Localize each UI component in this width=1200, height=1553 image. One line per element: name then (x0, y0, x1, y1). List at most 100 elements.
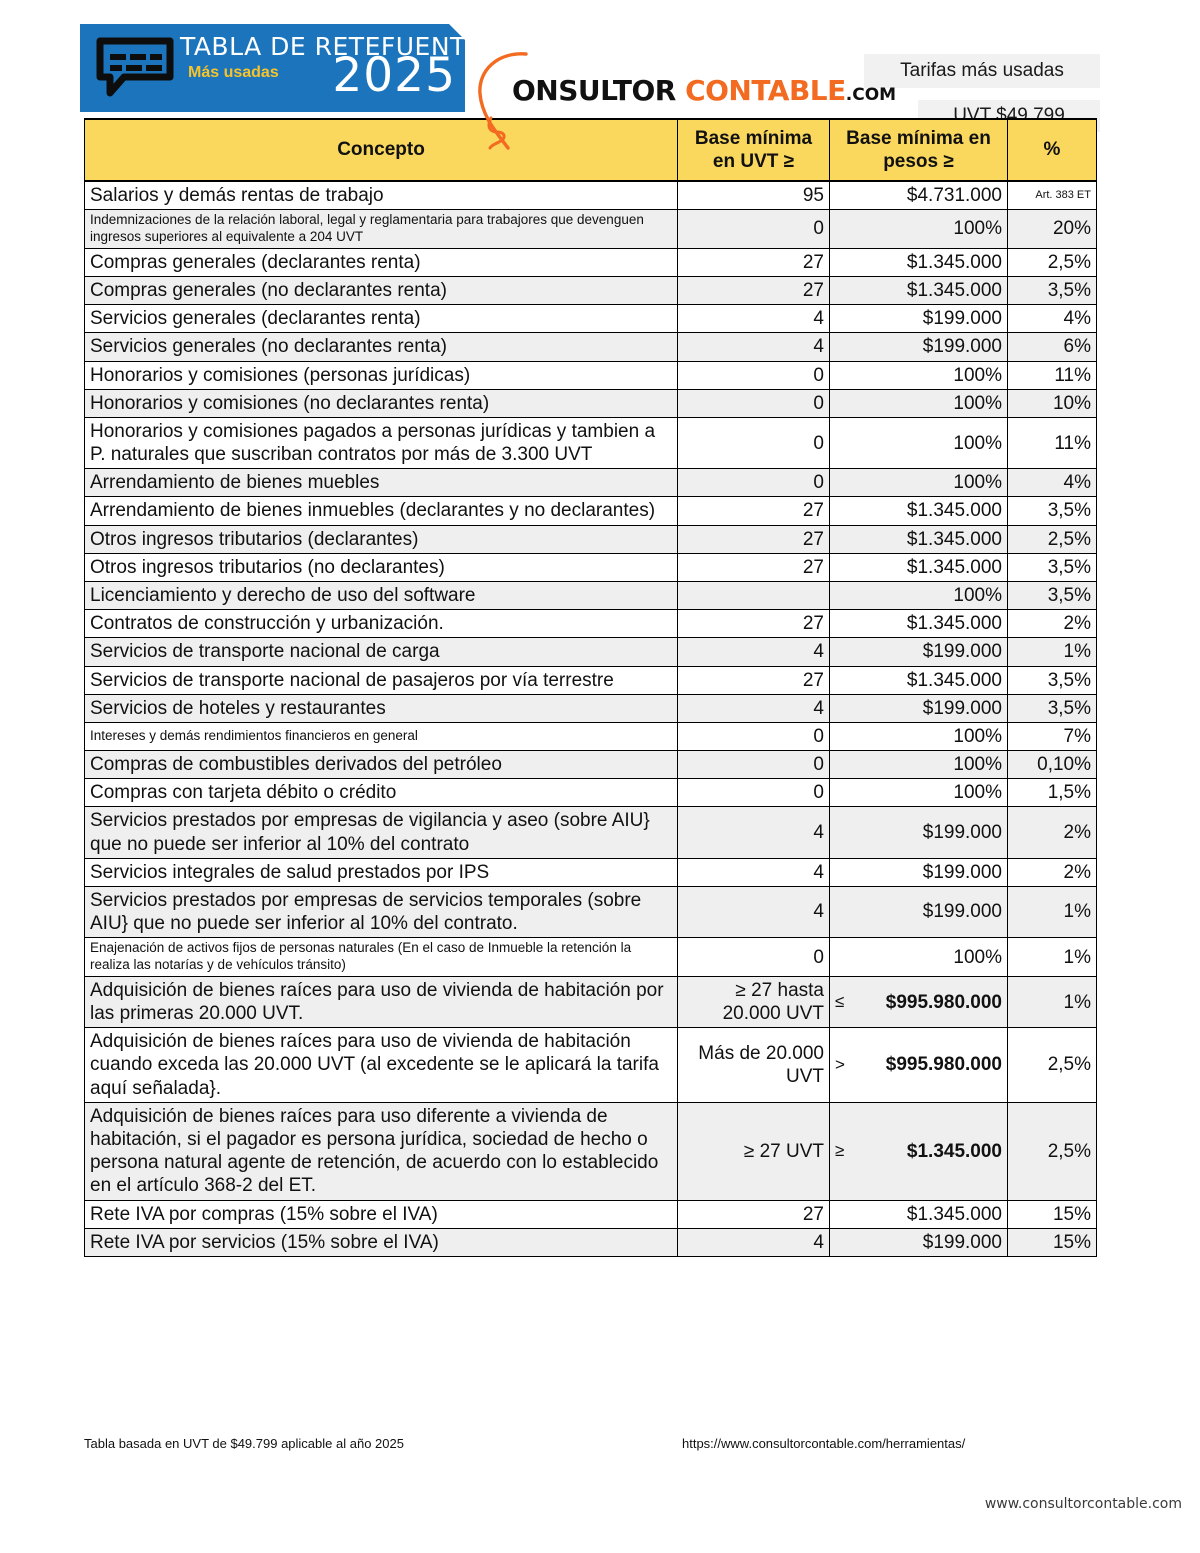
cell-pesos-value: $995.980.000 (885, 1054, 1002, 1076)
table-row: Servicios de transporte nacional de carg… (84, 637, 1097, 667)
cell-porcentaje: 6% (1007, 332, 1097, 362)
cell-base-minima-pesos: > $995.980.000 (829, 1027, 1008, 1103)
cell-base-minima-uvt: 4 (677, 857, 830, 887)
table-row: Servicios integrales de salud prestados … (84, 857, 1097, 887)
table-row: Honorarios y comisiones (no declarantes … (84, 388, 1097, 418)
cell-base-minima-uvt: 0 (677, 721, 830, 752)
cell-porcentaje: 3,5% (1007, 580, 1097, 611)
cell-base-minima-pesos: $1.345.000 (829, 609, 1008, 639)
table-row: Adquisición de bienes raíces para uso de… (84, 975, 1097, 1029)
table-row: Otros ingresos tributarios (declarantes)… (84, 524, 1097, 554)
cell-base-minima-uvt: 27 (677, 609, 830, 639)
cell-base-minima-pesos: 100% (829, 580, 1008, 611)
cell-concepto: Servicios generales (declarantes renta) (84, 304, 678, 334)
cell-porcentaje: Art. 383 ET (1007, 180, 1097, 211)
table-row: Salarios y demás rentas de trabajo 95 $4.7… (84, 180, 1097, 211)
cell-base-minima-pesos: 100% (829, 750, 1008, 780)
cell-concepto: Servicios generales (no declarantes rent… (84, 332, 678, 362)
col3-line2: pesos ≥ (883, 151, 954, 172)
cell-porcentaje: 3,5% (1007, 496, 1097, 526)
banner-text-group: TABLA DE RETEFUENTE Más usadas 2025 (180, 30, 483, 108)
cell-concepto: Servicios prestados por empresas de vigi… (84, 806, 678, 859)
cell-base-minima-pesos: $199.000 (829, 885, 1008, 939)
brand-part-consultor: ONSULTOR (512, 74, 686, 107)
cell-base-minima-pesos: 100% (829, 360, 1008, 390)
cell-porcentaje: 2% (1007, 609, 1097, 639)
cell-concepto: Arrendamiento de bienes muebles (84, 468, 678, 498)
column-header-porcentaje: % (1007, 118, 1097, 182)
cell-porcentaje: 4% (1007, 468, 1097, 498)
table-row: Compras generales (declarantes renta) 27 $… (84, 247, 1097, 278)
cell-porcentaje: 3,5% (1007, 665, 1097, 695)
table-row: Rete IVA por compras (15% sobre el IVA) 2… (84, 1199, 1097, 1229)
cell-concepto: Adquisición de bienes raíces para uso de… (84, 975, 678, 1029)
column-header-base-minima-uvt: Base mínima en UVT ≥ (677, 118, 830, 182)
comparison-operator: > (835, 1054, 845, 1074)
table-row: Servicios prestados por empresas de vigi… (84, 806, 1097, 859)
cell-base-minima-uvt: 0 (677, 750, 830, 780)
banner-year: 2025 (332, 48, 456, 103)
banner-title: TABLA DE RETEFUENTE (180, 32, 483, 61)
cell-porcentaje: 4% (1007, 304, 1097, 334)
cell-base-minima-pesos: $1.345.000 (829, 552, 1008, 582)
table-row: Rete IVA por servicios (15% sobre el IVA… (84, 1227, 1097, 1257)
cell-porcentaje: 3,5% (1007, 693, 1097, 723)
cell-porcentaje: 7% (1007, 721, 1097, 752)
cell-porcentaje: 15% (1007, 1227, 1097, 1257)
column-header-concepto: Concepto (84, 116, 678, 182)
cell-base-minima-pesos: $1.345.000 (829, 247, 1008, 278)
footnote-url[interactable]: https://www.consultorcontable.com/herram… (682, 1436, 966, 1451)
cell-base-minima-uvt: 27 (677, 247, 830, 278)
cell-base-minima-pesos: $199.000 (829, 693, 1008, 723)
table-head: Concepto Base mínima en UVT ≥ Base mínim… (84, 116, 1097, 182)
cell-concepto: Compras de combustibles derivados del pe… (84, 750, 678, 780)
cell-porcentaje: 1% (1007, 937, 1097, 977)
cell-porcentaje: 1,5% (1007, 778, 1097, 808)
cell-concepto: Servicios prestados por empresas de serv… (84, 885, 678, 939)
cell-base-minima-uvt: 95 (677, 180, 830, 211)
orange-swirl-decoration (474, 48, 544, 166)
table-row: Arrendamiento de bienes muebles 0 100% 4% (84, 468, 1097, 498)
comparison-operator: ≥ (835, 1140, 845, 1160)
cell-porcentaje: 2,5% (1007, 1027, 1097, 1103)
cell-concepto: Contratos de construcción y urbanización… (84, 609, 678, 639)
cell-base-minima-pesos: 100% (829, 209, 1008, 249)
cell-base-minima-pesos: $199.000 (829, 332, 1008, 362)
cell-base-minima-uvt: 4 (677, 885, 830, 939)
table-row: Arrendamiento de bienes inmuebles (decla… (84, 496, 1097, 526)
cell-base-minima-uvt: 27 (677, 496, 830, 526)
cell-concepto: Otros ingresos tributarios (no declarant… (84, 552, 678, 582)
brand-part-contable: CONTABLE (685, 74, 846, 107)
cell-porcentaje: 3,5% (1007, 552, 1097, 582)
cell-base-minima-uvt: 27 (677, 1199, 830, 1229)
cell-base-minima-pesos: $199.000 (829, 806, 1008, 859)
table-row: Honorarios y comisiones (personas jurídi… (84, 360, 1097, 390)
cell-base-minima-uvt (677, 580, 830, 611)
cell-porcentaje: 2,5% (1007, 524, 1097, 554)
cell-base-minima-pesos: $4.731.000 (829, 180, 1008, 211)
table-row: Enajenación de activos fijos de personas… (84, 937, 1097, 977)
cell-base-minima-uvt: ≥ 27 UVT (677, 1101, 830, 1201)
cell-concepto: Otros ingresos tributarios (declarantes) (84, 524, 678, 554)
cell-concepto: Rete IVA por servicios (15% sobre el IVA… (84, 1227, 678, 1257)
cell-base-minima-uvt: 4 (677, 304, 830, 334)
cell-porcentaje: 1% (1007, 637, 1097, 667)
col3-line1: Base mínima en (846, 127, 991, 149)
table-row: Servicios prestados por empresas de serv… (84, 885, 1097, 939)
cell-base-minima-uvt: Más de 20.000 UVT (677, 1027, 830, 1103)
table-row: Servicios de hoteles y restaurantes 4 $199… (84, 693, 1097, 723)
cell-porcentaje: 2% (1007, 806, 1097, 859)
cell-base-minima-pesos: $199.000 (829, 304, 1008, 334)
cell-base-minima-pesos: 100% (829, 778, 1008, 808)
table-row: Indemnizaciones de la relación laboral, … (84, 209, 1097, 249)
cell-base-minima-uvt: 0 (677, 209, 830, 249)
retefuente-table: Concepto Base mínima en UVT ≥ Base mínim… (84, 116, 1097, 1257)
table-row: Adquisición de bienes raíces para uso di… (84, 1101, 1097, 1201)
column-header-base-minima-pesos: Base mínima en pesos ≥ (829, 118, 1008, 182)
col2-line2: en UVT ≥ (712, 151, 795, 172)
cell-concepto: Adquisición de bienes raíces para uso di… (84, 1101, 678, 1201)
cell-base-minima-uvt: 0 (677, 416, 830, 470)
cell-porcentaje: 2,5% (1007, 1101, 1097, 1201)
table-row: Servicios generales (no declarantes rent… (84, 332, 1097, 362)
cell-base-minima-uvt: 0 (677, 778, 830, 808)
